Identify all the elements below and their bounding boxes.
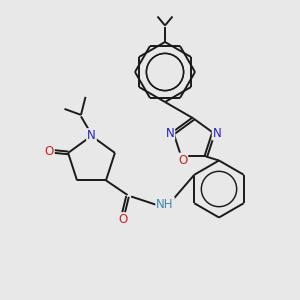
Text: N: N bbox=[87, 129, 96, 142]
Text: NH: NH bbox=[156, 197, 174, 211]
Text: N: N bbox=[166, 127, 174, 140]
Text: N: N bbox=[213, 127, 221, 140]
Text: O: O bbox=[45, 145, 54, 158]
Text: O: O bbox=[178, 154, 187, 166]
Text: O: O bbox=[118, 213, 127, 226]
